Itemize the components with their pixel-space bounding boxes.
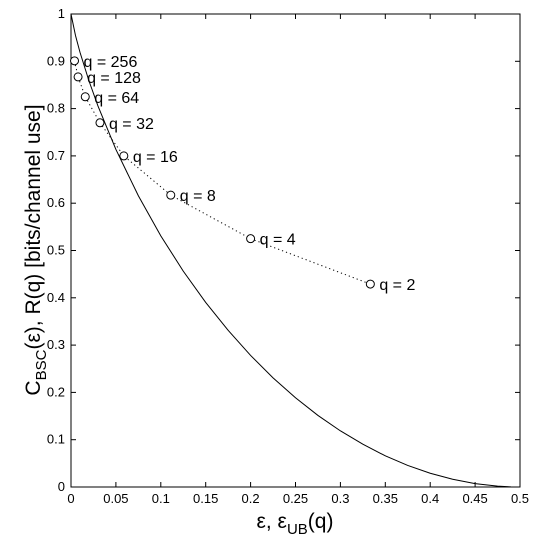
data-point-marker (73, 72, 83, 82)
x-tick-label: 0.4 (421, 491, 439, 506)
x-tick-label: 0.1 (152, 491, 170, 506)
data-point-marker (246, 234, 256, 244)
y-tick-label: 0.2 (47, 384, 65, 399)
y-tick-label: 0.4 (47, 290, 65, 305)
data-point-marker (80, 92, 90, 102)
x-axis: 0 0.05 0.1 0.15 0.2 0.25 0.3 0.35 0.4 0.45 0.5 (67, 14, 529, 506)
data-point-marker (95, 118, 105, 128)
x-tick-label: 0.5 (511, 491, 529, 506)
data-point-label: q = 64 (94, 90, 139, 107)
data-point-label: q = 8 (180, 188, 216, 205)
y-axis: 0 0.1 0.2 0.3 0.4 0.5 0.6 0.7 0.8 0.9 1 (47, 6, 520, 494)
capacity-curve (70, 13, 521, 488)
y-tick-label: 0.5 (47, 243, 65, 258)
y-tick-label: 1 (58, 6, 65, 21)
x-tick-label: 0.15 (193, 491, 218, 506)
data-point-marker (365, 279, 375, 289)
series-layer (70, 13, 521, 488)
y-tick-label: 0.1 (47, 432, 65, 447)
x-tick-label: 0.35 (373, 491, 398, 506)
data-point-label: q = 256 (84, 54, 138, 71)
x-tick-label: 0.2 (242, 491, 260, 506)
y-axis-label: CBSC(ε), R(q) [bits/channel use] (22, 104, 50, 395)
data-point-label: q = 2 (379, 277, 415, 294)
plot-area (70, 13, 521, 488)
data-point-marker (70, 56, 80, 66)
y-tick-label: 0.8 (47, 101, 65, 116)
x-tick-label: 0.3 (331, 491, 349, 506)
x-tick-label: 0.05 (103, 491, 128, 506)
x-tick-label: 0.25 (283, 491, 308, 506)
data-point-marker (166, 190, 176, 200)
x-tick-label: 0 (67, 491, 74, 506)
data-point-label: q = 128 (87, 70, 141, 87)
data-point-label: q = 16 (133, 149, 178, 166)
x-axis-label: ε, εUB(q) (257, 510, 334, 538)
y-tick-label: 0.7 (47, 148, 65, 163)
data-point-marker (119, 151, 129, 161)
data-point-label: q = 32 (109, 116, 154, 133)
y-tick-label: 0 (58, 479, 65, 494)
y-tick-label: 0.9 (47, 53, 65, 68)
x-tick-label: 0.45 (462, 491, 487, 506)
data-point-label: q = 4 (260, 232, 296, 249)
y-tick-label: 0.3 (47, 337, 65, 352)
y-tick-label: 0.6 (47, 195, 65, 210)
